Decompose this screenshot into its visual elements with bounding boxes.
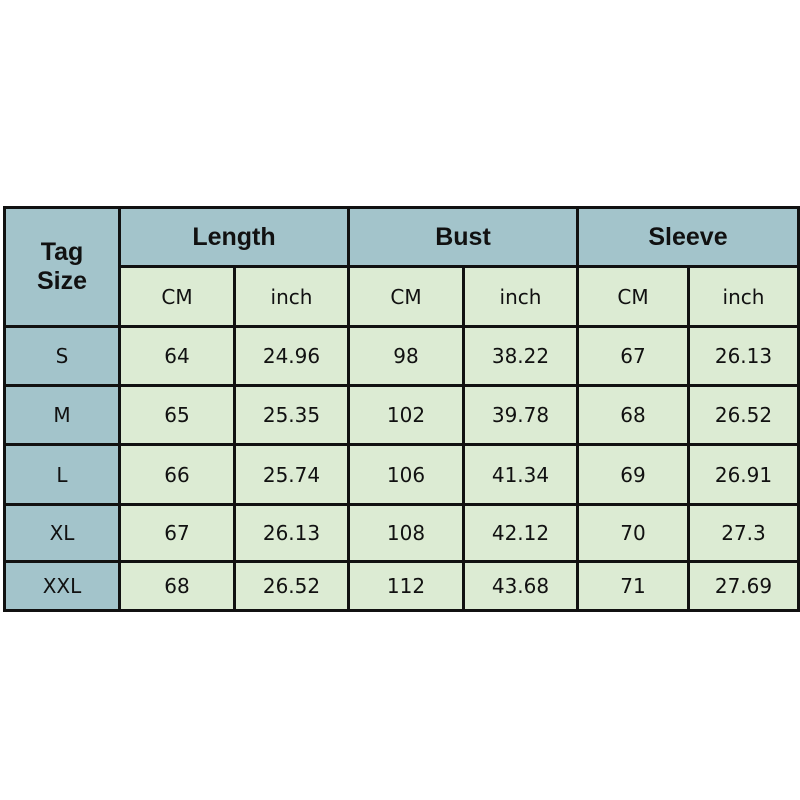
value-cell: 41.34 — [462, 443, 579, 506]
value-cell: 24.96 — [233, 325, 350, 387]
value-cell: 108 — [347, 503, 465, 563]
value-cell: 38.22 — [462, 325, 579, 387]
value-cell: 25.35 — [233, 384, 350, 446]
value-cell: 64 — [118, 325, 236, 387]
tag-size-header: Tag Size — [3, 206, 121, 328]
value-cell: 69 — [576, 443, 690, 506]
size-cell: S — [3, 325, 121, 387]
value-cell: 70 — [576, 503, 690, 563]
size-chart-table: Tag Size Length Bust Sleeve CM inch CM i… — [3, 206, 800, 612]
value-cell: 26.13 — [233, 503, 350, 563]
size-cell: XL — [3, 503, 121, 563]
value-cell: 26.91 — [687, 443, 800, 506]
value-cell: 65 — [118, 384, 236, 446]
value-cell: 27.69 — [687, 560, 800, 612]
value-cell: 102 — [347, 384, 465, 446]
value-cell: 68 — [118, 560, 236, 612]
value-cell: 66 — [118, 443, 236, 506]
unit-inch: inch — [462, 265, 579, 328]
value-cell: 71 — [576, 560, 690, 612]
tag-label: Tag — [40, 238, 84, 266]
length-header: Length — [118, 206, 350, 268]
table-row: M 65 25.35 102 39.78 68 26.52 — [3, 384, 800, 446]
value-cell: 43.68 — [462, 560, 579, 612]
table-row: XL 67 26.13 108 42.12 70 27.3 — [3, 503, 800, 563]
size-cell: M — [3, 384, 121, 446]
value-cell: 39.78 — [462, 384, 579, 446]
value-cell: 26.52 — [233, 560, 350, 612]
value-cell: 25.74 — [233, 443, 350, 506]
size-cell: L — [3, 443, 121, 506]
table-row: S 64 24.96 98 38.22 67 26.13 — [3, 325, 800, 387]
value-cell: 98 — [347, 325, 465, 387]
unit-cm: CM — [118, 265, 236, 328]
value-cell: 27.3 — [687, 503, 800, 563]
unit-inch: inch — [687, 265, 800, 328]
value-cell: 42.12 — [462, 503, 579, 563]
bust-header: Bust — [347, 206, 579, 268]
value-cell: 67 — [576, 325, 690, 387]
unit-cm: CM — [347, 265, 465, 328]
size-label: Size — [36, 267, 88, 295]
size-cell: XXL — [3, 560, 121, 612]
sleeve-header: Sleeve — [576, 206, 800, 268]
table-row: XXL 68 26.52 112 43.68 71 27.69 — [3, 560, 800, 612]
table-row: L 66 25.74 106 41.34 69 26.91 — [3, 443, 800, 506]
unit-cm: CM — [576, 265, 690, 328]
value-cell: 112 — [347, 560, 465, 612]
value-cell: 106 — [347, 443, 465, 506]
unit-inch: inch — [233, 265, 350, 328]
value-cell: 67 — [118, 503, 236, 563]
value-cell: 26.52 — [687, 384, 800, 446]
value-cell: 26.13 — [687, 325, 800, 387]
value-cell: 68 — [576, 384, 690, 446]
